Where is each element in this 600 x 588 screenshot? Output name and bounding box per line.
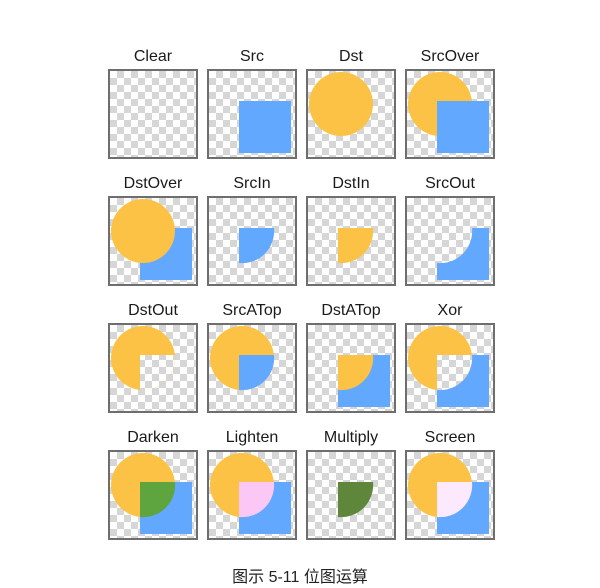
composite-preview [239,228,275,264]
figure-caption: 图示 5-11 位图运算 [232,569,368,586]
mode-tile [405,323,495,413]
composite-preview [111,453,192,534]
mode-label: DstATop [321,302,381,319]
mode-tile [207,450,297,540]
composite-preview [210,453,291,534]
src-square [437,101,489,153]
dst-out-shape [408,326,473,391]
dst-out-shape [111,326,176,391]
src-out-shape [437,355,489,407]
composite-preview [111,199,192,280]
composite-preview [111,326,176,391]
overlap-wedge [338,482,374,518]
overlap-wedge [338,228,374,264]
mode-tile [306,196,396,286]
mode-label: Lighten [225,429,279,446]
mode-label: SrcIn [233,175,271,192]
mode-label: Xor [437,302,463,319]
overlap-wedge [239,228,275,264]
mode-tile [108,196,198,286]
composite-preview [338,482,374,518]
composite-preview [408,326,489,407]
mode-tile [405,196,495,286]
overlap-wedge [437,482,473,518]
composite-preview [338,355,390,407]
mode-tile [108,450,198,540]
mode-tile [306,450,396,540]
mode-tile [108,323,198,413]
composite-preview [338,228,374,264]
mode-tile [108,69,198,159]
mode-label: DstIn [332,175,370,192]
mode-tile [207,69,297,159]
mode-label: SrcOut [425,175,475,192]
composite-preview [408,453,489,534]
mode-label: SrcATop [222,302,282,319]
composite-preview [210,326,275,391]
dst-circle [111,199,175,263]
composite-preview [408,72,489,153]
mode-tile [405,450,495,540]
overlap-wedge [338,355,374,391]
mode-label: Darken [127,429,179,446]
mode-label: Src [240,48,264,65]
composite-preview [309,72,373,136]
overlap-wedge [239,482,275,518]
mode-tile [207,196,297,286]
composite-preview [437,228,489,280]
composite-preview [239,101,291,153]
mode-tile [207,323,297,413]
mode-label: DstOut [128,302,178,319]
dst-circle [309,72,373,136]
mode-label: Dst [339,48,363,65]
mode-label: Multiply [323,429,379,446]
mode-label: Screen [424,429,476,446]
mode-label: SrcOver [420,48,480,65]
mode-tile [405,69,495,159]
overlap-wedge [140,482,176,518]
composite-preview [110,71,196,157]
mode-tile [306,69,396,159]
overlap-wedge [239,355,275,391]
src-square [239,101,291,153]
mode-tile [306,323,396,413]
src-out-shape [437,228,489,280]
mode-label: Clear [133,48,173,65]
mode-label: DstOver [123,175,183,192]
